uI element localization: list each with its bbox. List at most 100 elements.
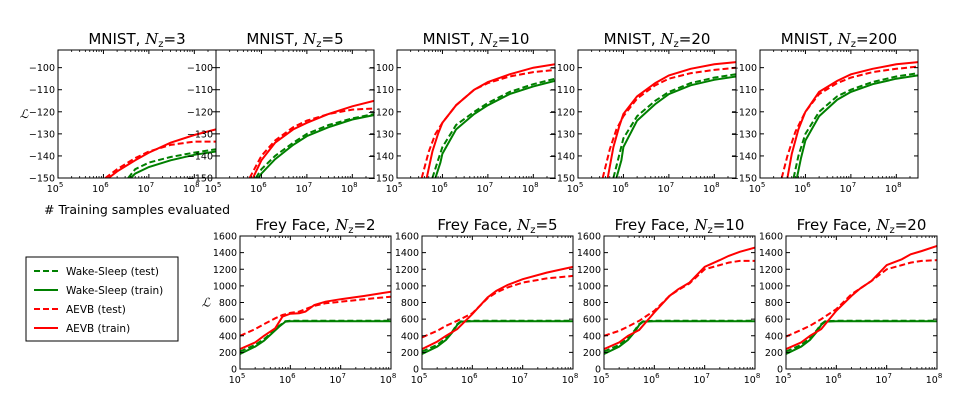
- legend-label: AEVB (test): [66, 304, 126, 316]
- axes-frame: [421, 235, 574, 370]
- y-tick-label: −140: [731, 151, 757, 162]
- series-line-aevb-test: [780, 65, 918, 178]
- series-line-wake-sleep-train: [257, 114, 374, 178]
- axes-frame: [785, 235, 938, 370]
- y-tick-label: 600: [219, 315, 237, 326]
- y-tick-label: 1400: [395, 248, 419, 259]
- series-line-wake-sleep-train: [604, 320, 755, 355]
- series-line-wake-sleep-test: [127, 148, 216, 178]
- x-tick-label: 106: [92, 181, 109, 195]
- series-line-aevb-train: [240, 290, 391, 351]
- axes-frame: [239, 235, 392, 370]
- x-tick-label: 105: [205, 181, 222, 195]
- axes-frame: [396, 49, 556, 179]
- axes-frame: [215, 49, 375, 179]
- x-tick-label: 105: [47, 181, 64, 195]
- x-tick-label: 106: [794, 181, 811, 195]
- y-tick-label: −100: [187, 63, 213, 74]
- y-tick-label: 1400: [759, 248, 783, 259]
- x-tick-label: 106: [461, 372, 478, 386]
- series-line-wake-sleep-test: [254, 113, 374, 178]
- series-line-aevb-train: [107, 128, 216, 178]
- axes-frame: [603, 235, 756, 370]
- subplot-title: Frey Face, Nz=20: [797, 216, 927, 236]
- x-tick-label: 108: [885, 181, 902, 195]
- y-tick-label: −120: [549, 107, 575, 118]
- series-line-aevb-test: [422, 274, 573, 339]
- x-tick-label: 105: [567, 181, 584, 195]
- y-tick-label: 1400: [577, 248, 601, 259]
- x-tick-label: 105: [229, 372, 246, 386]
- y-tick-label: 400: [765, 331, 783, 342]
- subplot-title: MNIST, Nz=10: [423, 30, 530, 50]
- y-tick-label: −100: [549, 63, 575, 74]
- y-tick-label: 1000: [213, 281, 237, 292]
- x-tick-label: 106: [643, 372, 660, 386]
- y-tick-label: 1000: [395, 281, 419, 292]
- x-tick-label: 108: [744, 372, 761, 386]
- y-tick-label: 400: [219, 331, 237, 342]
- series-line-wake-sleep-train: [795, 74, 918, 178]
- x-tick-label: 108: [926, 372, 943, 386]
- y-tick-label: −130: [731, 129, 757, 140]
- y-tick-label: 1600: [577, 232, 601, 243]
- x-tick-label: 105: [386, 181, 403, 195]
- y-tick-label: −110: [549, 85, 575, 96]
- x-tick-label: 107: [840, 181, 857, 195]
- figure-x-axis-label: # Training samples evaluated: [44, 202, 230, 217]
- y-tick-label: 800: [765, 298, 783, 309]
- y-tick-label: 0: [413, 365, 419, 376]
- subplot-4: −150 −140 −130 −120 −110 −100 105 106 107 108 MNIS…: [549, 30, 737, 195]
- subplot-title: MNIST, Nz=3: [88, 30, 185, 50]
- subplot-3: −150 −140 −130 −120 −110 −100 105 106 107 108 MNIS…: [368, 30, 556, 195]
- y-tick-label: −140: [187, 151, 213, 162]
- y-tick-label: −110: [368, 85, 394, 96]
- subplot-title: MNIST, Nz=200: [781, 30, 897, 50]
- series-line-aevb-test: [786, 259, 937, 338]
- y-tick-label: 0: [777, 365, 783, 376]
- x-tick-label: 106: [250, 181, 267, 195]
- y-tick-label: 1000: [577, 281, 601, 292]
- subplot-8: 0 200 400 600 800 1000 1200 1400 1600 105 106 107 10…: [577, 216, 760, 386]
- y-tick-label: −150: [187, 174, 213, 185]
- y-tick-label: 800: [583, 298, 601, 309]
- legend-label: AEVB (train): [66, 323, 130, 335]
- x-tick-label: 105: [775, 372, 792, 386]
- y-tick-label: 400: [401, 331, 419, 342]
- series-line-wake-sleep-train: [434, 79, 555, 178]
- y-tick-label: 200: [765, 348, 783, 359]
- x-tick-label: 108: [341, 181, 358, 195]
- series-line-aevb-train: [606, 61, 736, 178]
- x-tick-label: 108: [703, 181, 720, 195]
- y-tick-label: −150: [731, 174, 757, 185]
- y-tick-label: −130: [187, 129, 213, 140]
- series-line-aevb-train: [786, 245, 937, 351]
- x-tick-label: 105: [749, 181, 766, 195]
- y-tick-label: −130: [368, 129, 394, 140]
- y-tick-label: −130: [29, 129, 55, 140]
- subplot-title: MNIST, Nz=5: [246, 30, 343, 50]
- series-line-aevb-train: [425, 63, 555, 178]
- series-line-wake-sleep-test: [792, 72, 918, 178]
- series-line-wake-sleep-train: [422, 320, 573, 355]
- y-tick-label: 600: [765, 315, 783, 326]
- y-tick-label: 1600: [759, 232, 783, 243]
- x-tick-label: 107: [296, 181, 313, 195]
- y-tick-label: 1200: [213, 265, 237, 276]
- y-tick-label: −110: [187, 85, 213, 96]
- axes-frame: [577, 49, 737, 179]
- series-line-aevb-train: [604, 246, 755, 351]
- series-line-aevb-train: [251, 99, 374, 178]
- y-tick-label: 1400: [213, 248, 237, 259]
- subplot-title: Frey Face, Nz=10: [615, 216, 745, 236]
- y-tick-label: 1600: [213, 232, 237, 243]
- legend: Wake-Sleep (test) Wake-Sleep (train) AEVB …: [25, 256, 179, 342]
- subplot-title: MNIST, Nz=20: [604, 30, 711, 50]
- x-tick-label: 107: [138, 181, 155, 195]
- y-tick-label: 0: [231, 365, 237, 376]
- y-tick-label: 800: [401, 298, 419, 309]
- legend-label: Wake-Sleep (train): [66, 285, 163, 297]
- y-tick-label: −110: [731, 85, 757, 96]
- series-line-wake-sleep-train: [615, 75, 736, 178]
